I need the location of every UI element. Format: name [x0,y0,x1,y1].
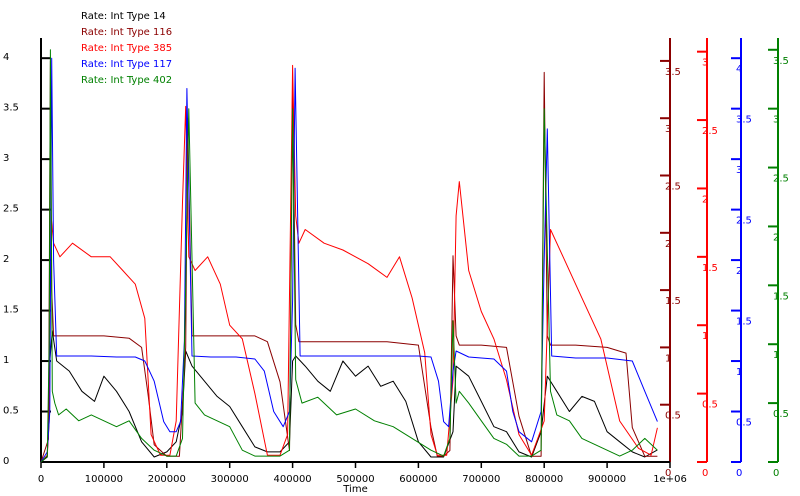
y-tick-label-a116: 3.5 [665,67,681,78]
y-tick-label-a402: 2 [773,232,779,243]
y-tick-label-a117: 4 [736,64,742,75]
y-tick-label-a116: 0 [665,468,671,479]
series-line-a14 [40,330,658,463]
y-tick-label-a385: 2.5 [702,126,718,137]
y-tick-label-a14: 0 [3,456,9,467]
y-tick-label-a117: 1.5 [736,317,752,328]
series-line-a402 [40,49,658,463]
x-tick-label: 400000 [274,474,312,485]
y-tick-label-a14: 3 [3,153,9,164]
x-tick-label: 600000 [399,474,437,485]
y-tick-label-a116: 1 [665,353,671,364]
x-tick-label: 500000 [336,474,374,485]
y-tick-label-a116: 3 [665,124,671,135]
y-tick-label-a14: 2.5 [3,204,19,215]
y-tick-label-a117: 2 [736,266,742,277]
y-tick-label-a402: 1 [773,350,779,361]
y-tick-label-a117: 0 [736,468,742,479]
x-tick-label: 800000 [525,474,563,485]
y-tick-label-a14: 2 [3,254,9,265]
y-tick-label-a117: 1 [736,367,742,378]
legend-entry: Rate: Int Type 14 [81,11,166,22]
y-tick-label-a402: 2.5 [773,174,789,185]
legend-entry: Rate: Int Type 117 [81,59,172,70]
y-tick-label-a116: 2 [665,239,671,250]
y-tick-label-a116: 1.5 [665,296,681,307]
y-tick-label-a402: 1.5 [773,291,789,302]
y-tick-label-a385: 3 [702,58,708,69]
y-tick-label-a385: 0.5 [702,400,718,411]
y-tick-label-a385: 0 [702,468,708,479]
y-tick-label-a117: 3 [736,165,742,176]
y-tick-label-a117: 3.5 [736,115,752,126]
y-tick-label-a14: 3.5 [3,103,19,114]
y-tick-label-a402: 3.5 [773,56,789,67]
legend-entry: Rate: Int Type 385 [81,43,172,54]
x-tick-label: 200000 [148,474,186,485]
y-tick-label-a14: 4 [3,52,9,63]
series-line-a117 [40,57,658,463]
legend-entry: Rate: Int Type 116 [81,27,172,38]
x-axis-label: Time [342,484,367,495]
x-tick-label: 900000 [588,474,626,485]
y-tick-label-a14: 0.5 [3,406,19,417]
x-tick-label: 0 [38,474,44,485]
y-tick-label-a402: 0 [773,468,779,479]
series-line-a385 [40,64,658,463]
x-tick-label: 300000 [211,474,249,485]
y-tick-label-a117: 0.5 [736,418,752,429]
y-tick-label-a117: 2.5 [736,216,752,227]
x-tick-label: 100000 [85,474,123,485]
y-tick-label-a402: 3 [773,115,779,126]
y-tick-label-a402: 0.5 [773,409,789,420]
y-tick-label-a385: 2 [702,194,708,205]
y-tick-label-a14: 1.5 [3,305,19,316]
legend-entry: Rate: Int Type 402 [81,75,172,86]
x-tick-label: 700000 [462,474,500,485]
y-tick-label-a14: 1 [3,355,9,366]
y-tick-label-a116: 0.5 [665,411,681,422]
y-tick-label-a385: 1.5 [702,263,718,274]
x-tick-label: 1e+06 [653,474,687,485]
y-tick-label-a385: 1 [702,331,708,342]
y-tick-label-a116: 2.5 [665,182,681,193]
